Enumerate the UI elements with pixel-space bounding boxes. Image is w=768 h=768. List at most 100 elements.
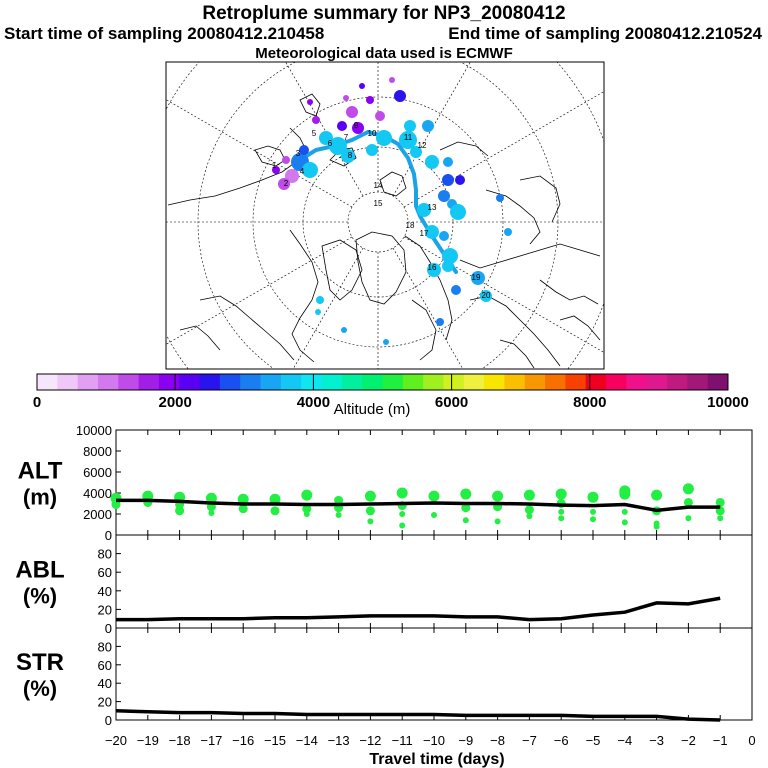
particle-cluster xyxy=(366,96,374,104)
x-tick-label: −4 xyxy=(617,733,632,748)
alt-particle-point xyxy=(526,513,533,520)
y-tick-label: 10000 xyxy=(76,426,112,438)
x-tick-label: −19 xyxy=(137,733,159,748)
alt-particle-point xyxy=(523,489,535,501)
colorbar-cell xyxy=(626,374,648,390)
meridian-line xyxy=(292,247,364,369)
particle-cluster xyxy=(278,178,290,190)
y-tick-label: 40 xyxy=(98,676,112,691)
day-label: 3 xyxy=(296,149,301,158)
alt-particle-point xyxy=(111,500,121,510)
alt-particle-point xyxy=(621,519,628,526)
particle-cluster xyxy=(285,169,299,183)
particle-cluster xyxy=(337,121,347,131)
abl-panel: 0 20 40 60 80 ABL(%) xyxy=(15,534,753,636)
end-time-label: End time of sampling 20080412.210524 xyxy=(448,24,762,43)
coastline-path xyxy=(321,239,363,301)
x-tick-label: −20 xyxy=(105,733,127,748)
particle-cluster xyxy=(480,290,492,302)
map-frame xyxy=(165,61,605,370)
meridian-line xyxy=(392,247,464,369)
colorbar-tick-label: 6000 xyxy=(435,394,468,411)
alt-particle-point xyxy=(399,522,406,529)
colorbar-frame xyxy=(36,373,729,391)
colorbar-cell xyxy=(606,374,627,390)
x-axis: −20 −19 −18 −17 −16 −15 −14 −13 −12 −11 −10 −9 −8 −7−… xyxy=(105,733,756,748)
particle-cluster xyxy=(422,120,434,132)
x-tick-label: −17 xyxy=(200,733,222,748)
x-tick-label: −12 xyxy=(359,733,381,748)
meteorological-data-label: Meteorological data used is ECMWF xyxy=(255,45,513,62)
alt-particle-point xyxy=(238,504,248,514)
particle-cluster xyxy=(341,327,347,333)
colorbar-cell xyxy=(341,374,363,390)
alt-particle-point xyxy=(682,483,694,495)
colorbar-cell xyxy=(423,374,444,390)
x-tick-label: −15 xyxy=(264,733,286,748)
particle-cluster xyxy=(399,131,417,149)
day-label: 19 xyxy=(472,273,481,282)
colorbar-cell xyxy=(362,374,383,390)
particle-cluster xyxy=(366,144,378,156)
day-label: 20 xyxy=(482,291,491,300)
alt-particle-point xyxy=(303,511,310,517)
coastline-path xyxy=(179,325,221,351)
alt-particle-point xyxy=(205,492,217,504)
alt-particle-point xyxy=(621,508,628,515)
particle-cluster xyxy=(316,296,324,304)
abl-ylabel-unit: (%) xyxy=(23,584,57,609)
alt-particle-point xyxy=(524,505,534,515)
colorbar-cell xyxy=(382,374,404,390)
colorbar-tick-label: 4000 xyxy=(297,394,330,411)
alt-particle-point xyxy=(683,497,693,507)
particle-cluster xyxy=(439,231,449,241)
day-label: 18 xyxy=(406,221,415,230)
particle-cluster xyxy=(438,190,450,202)
day-label: 8 xyxy=(348,151,353,160)
colorbar-cell xyxy=(646,374,668,390)
coastline-path xyxy=(499,339,535,369)
colorbar-cell xyxy=(301,374,323,390)
particle-cluster xyxy=(504,228,512,236)
alt-particle-point xyxy=(587,491,599,503)
plume-particles xyxy=(272,77,512,345)
particle-cluster xyxy=(417,203,431,217)
day-label: 5 xyxy=(312,129,317,138)
particle-cluster xyxy=(299,145,309,155)
particle-cluster xyxy=(394,90,406,102)
alt-particle-point xyxy=(367,518,374,525)
colorbar-cell xyxy=(585,374,607,390)
coastline-path xyxy=(404,235,453,341)
coastline-path xyxy=(299,93,321,117)
colorbar-tick-label: 8000 xyxy=(573,394,606,411)
x-tick-label: −2 xyxy=(681,733,696,748)
colorbar-cell xyxy=(158,374,180,390)
coastline-path xyxy=(167,127,307,206)
colorbar-cell xyxy=(463,374,485,390)
coastline-path xyxy=(539,279,599,305)
alt-particle-point xyxy=(460,488,472,500)
alt-particle-point xyxy=(334,495,344,505)
colorbar-cell xyxy=(443,374,465,390)
alt-particle-point xyxy=(461,503,471,513)
particle-cluster xyxy=(451,285,461,295)
x-tick-label: −3 xyxy=(649,733,664,748)
x-tick-label: −6 xyxy=(554,733,569,748)
str-ylabel: STR xyxy=(16,649,64,676)
particle-cluster xyxy=(443,157,453,167)
alt-ylabel-unit: (m) xyxy=(23,485,57,510)
colorbar-cell xyxy=(687,374,709,390)
colorbar-cell xyxy=(179,374,201,390)
x-tick-label: −10 xyxy=(423,733,445,748)
alt-particle-point xyxy=(717,515,724,522)
y-tick-label: 20 xyxy=(98,602,112,617)
alt-particle-point xyxy=(558,515,565,522)
y-tick-label: 40 xyxy=(98,584,112,599)
day-label: 14 xyxy=(374,181,383,190)
x-tick-label: −13 xyxy=(328,733,350,748)
day-label: 15 xyxy=(374,199,383,208)
coastline-path xyxy=(519,175,561,223)
day-label: 12 xyxy=(418,141,427,150)
colorbar-cell xyxy=(524,374,546,390)
